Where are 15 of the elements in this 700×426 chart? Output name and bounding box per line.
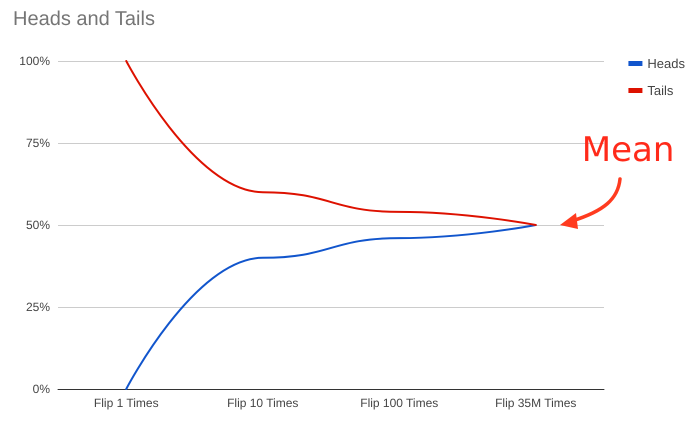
x-tick-label: Flip 35M Times — [495, 396, 576, 410]
legend-label: Heads — [647, 56, 686, 71]
y-tick-label: 25% — [26, 300, 50, 314]
line-series — [125, 224, 537, 390]
x-tick-label: Flip 1 Times — [94, 396, 159, 410]
legend-label: Tails — [647, 83, 674, 98]
x-tick-label: Flip 10 Times — [227, 396, 298, 410]
x-tick-label: Flip 100 Times — [360, 396, 438, 410]
y-tick-label: 0% — [32, 382, 50, 396]
line-series — [125, 60, 537, 226]
y-tick-label: 75% — [26, 136, 50, 150]
y-tick-label: 100% — [19, 54, 50, 68]
chart-title: Heads and Tails — [13, 8, 155, 30]
annotation: Mean — [582, 130, 674, 170]
y-tick-label: 50% — [26, 218, 50, 232]
